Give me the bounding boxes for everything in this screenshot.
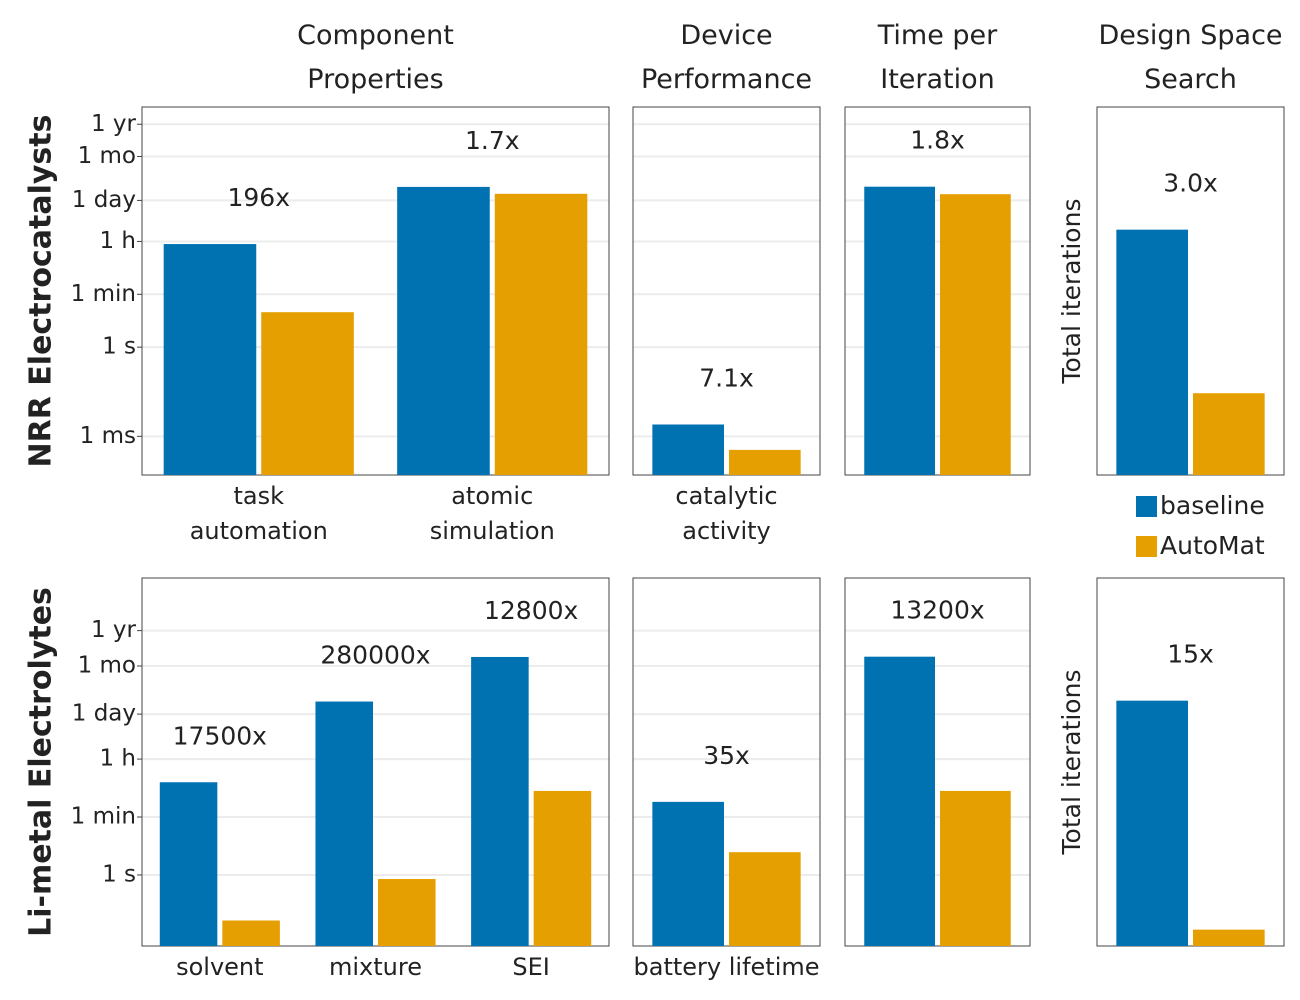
bar	[864, 186, 935, 475]
y-tick-label: 1 mo	[78, 652, 136, 678]
bar	[1116, 229, 1188, 475]
bar	[163, 244, 257, 475]
x-tick-label: atomic simulation	[429, 482, 555, 545]
column-title: Component Properties	[297, 20, 454, 95]
y-tick-label: 1 day	[72, 701, 136, 727]
y-tick-label: 1 ms	[80, 423, 136, 449]
y-tick-label: 1 day	[72, 187, 136, 213]
y-tick-label: 1 yr	[91, 111, 137, 137]
y-tick-label: 1 h	[99, 228, 136, 254]
ratio-label: 17500x	[173, 721, 267, 750]
bar	[652, 801, 724, 946]
y-tick-label: 1 s	[102, 334, 136, 360]
y-tick-label: 1 mo	[78, 143, 136, 169]
x-tick-label: battery lifetime	[633, 953, 820, 981]
ratio-label: 1.8x	[910, 126, 965, 155]
x-tick-label: solvent	[176, 953, 264, 981]
legend-label: AutoMat	[1160, 531, 1265, 560]
bar	[1193, 393, 1265, 475]
bar	[159, 782, 218, 946]
row-label: NRR Electrocatalysts	[24, 115, 59, 468]
bar	[940, 790, 1011, 946]
ratio-label: 1.7x	[465, 126, 520, 155]
bar	[222, 920, 280, 946]
plot-frame	[844, 577, 1031, 947]
y-tick-label: 1 min	[71, 804, 136, 830]
bar	[729, 449, 801, 475]
bar	[494, 193, 588, 475]
bar	[315, 701, 373, 946]
y-axis-label: Total iterations	[1057, 199, 1086, 385]
bar	[471, 656, 529, 946]
row-label: Li-metal Electrolytes	[24, 587, 59, 937]
y-axis-label: Total iterations	[1057, 670, 1086, 856]
x-tick-label: task automation	[189, 482, 328, 545]
bar	[378, 879, 436, 946]
ratio-label: 7.1x	[699, 363, 754, 392]
plot-frame	[1096, 577, 1285, 947]
ratio-label: 196x	[227, 183, 290, 212]
bar	[1116, 700, 1188, 946]
bar	[652, 424, 724, 475]
y-tick-label: 1 min	[71, 281, 136, 307]
plot-frame	[844, 106, 1031, 476]
legend-swatch	[1136, 536, 1157, 557]
ratio-label: 15x	[1167, 640, 1214, 669]
x-tick-label: SEI	[512, 953, 550, 981]
y-tick-label: 1 s	[102, 861, 136, 887]
ratio-label: 13200x	[890, 596, 984, 625]
x-tick-label: mixture	[329, 953, 422, 981]
x-tick-label: catalytic activity	[675, 482, 778, 545]
ratio-label: 12800x	[484, 596, 578, 625]
bar	[397, 186, 490, 476]
bar	[1193, 929, 1265, 946]
plot-frame	[1096, 106, 1285, 476]
ratio-label: 3.0x	[1163, 169, 1218, 198]
bar	[729, 852, 801, 946]
plot-frame	[632, 106, 821, 476]
bar	[864, 656, 935, 946]
column-title: Time per Iteration	[877, 20, 998, 95]
legend-label: baseline	[1160, 491, 1265, 520]
plot-frame	[141, 106, 610, 476]
bar	[533, 790, 592, 946]
column-title: Device Performance	[640, 20, 813, 95]
ratio-label: 280000x	[320, 641, 430, 670]
plot-frame	[632, 577, 821, 947]
y-tick-label: 1 h	[99, 746, 136, 772]
plot-frame	[141, 577, 610, 947]
column-title: Design Space Search	[1098, 20, 1283, 95]
bar	[940, 194, 1011, 476]
y-tick-label: 1 yr	[91, 617, 137, 643]
ratio-label: 35x	[703, 741, 750, 770]
legend-swatch	[1136, 496, 1157, 517]
bar	[261, 312, 354, 475]
